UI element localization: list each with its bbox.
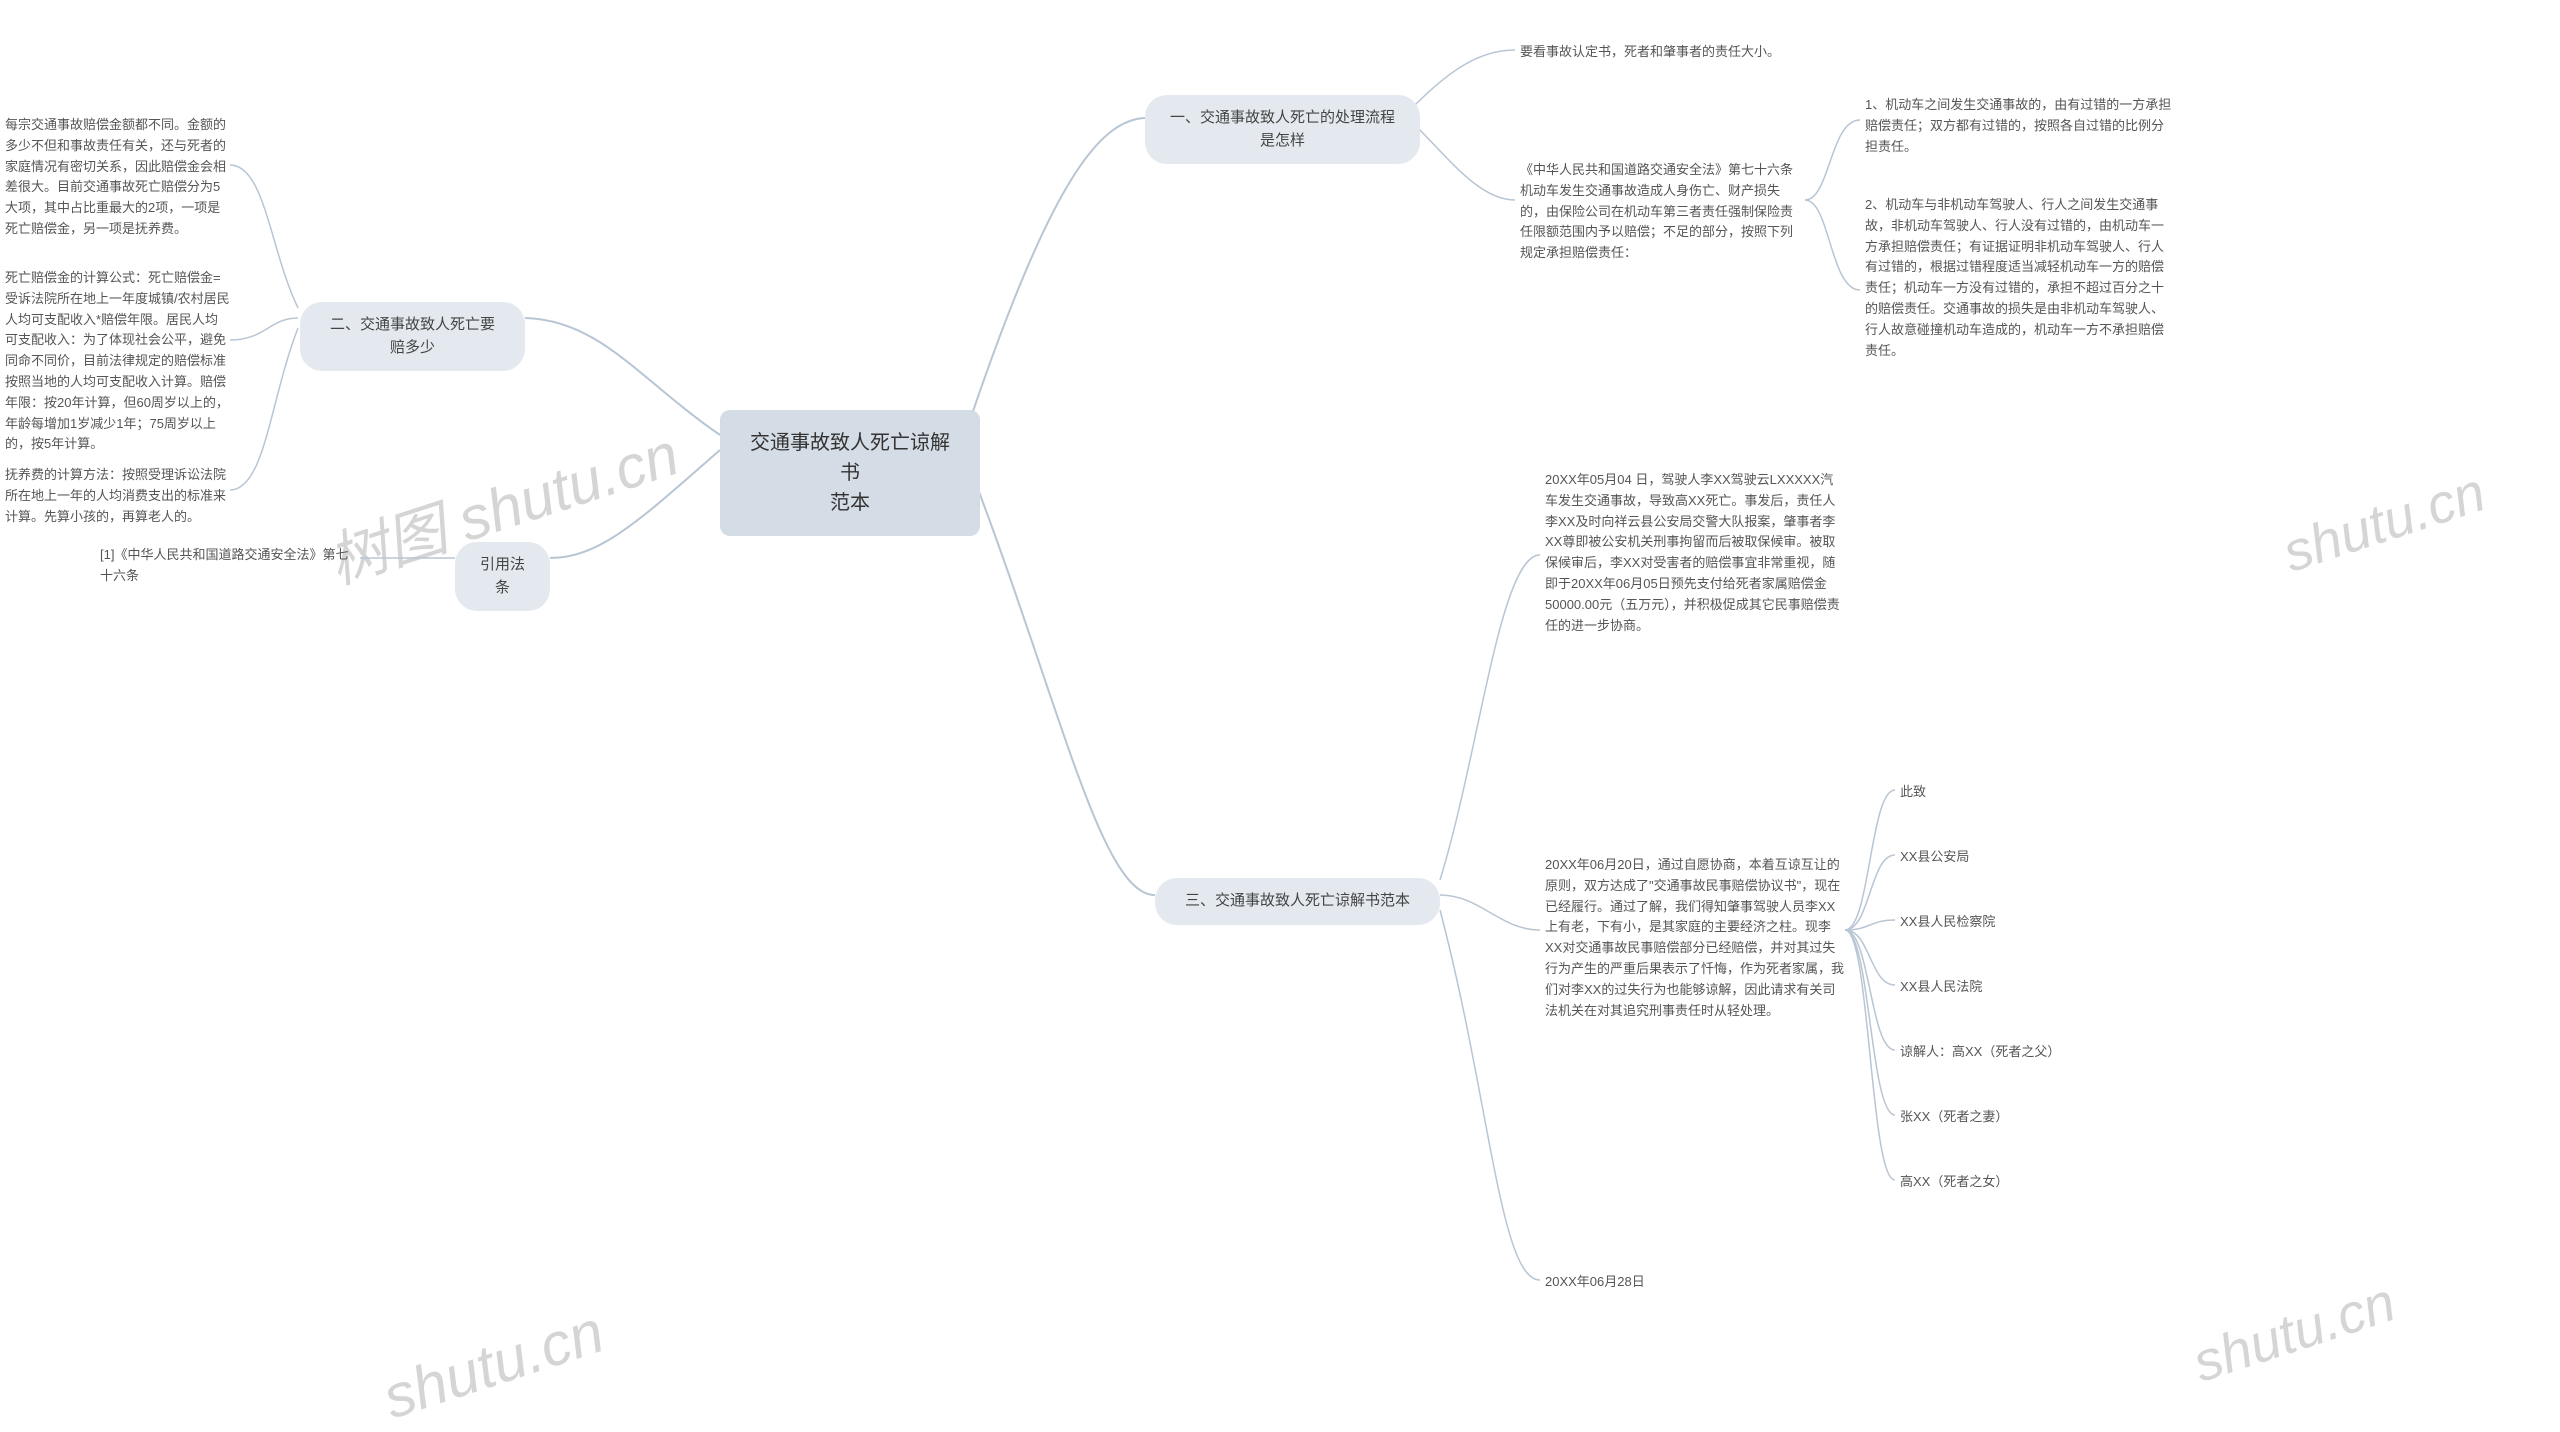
signer-node: XX县人民法院 [1900,977,1982,998]
branch-node-3: 引用法条 [455,542,550,611]
branch-node-1: 一、交通事故致人死亡的处理流程 是怎样 [1145,95,1420,164]
leaf-node: 要看事故认定书，死者和肇事者的责任大小。 [1520,42,1780,63]
signer-node: 高XX（死者之女） [1900,1172,2008,1193]
leaf-node: 抚养费的计算方法：按照受理诉讼法院所在地上一年的人均消费支出的标准来计算。先算小… [5,465,230,527]
connector-layer [0,0,2560,1385]
watermark: shutu.cn [375,1297,612,1432]
leaf-node: 20XX年06月28日 [1545,1272,1645,1293]
watermark: shutu.cn [2275,459,2493,584]
center-node: 交通事故致人死亡谅解书 范本 [720,410,980,536]
leaf-node: 1、机动车之间发生交通事故的，由有过错的一方承担赔偿责任；双方都有过错的，按照各… [1865,95,2175,157]
watermark: shutu.cn [2185,1269,2403,1394]
signer-node: 谅解人：高XX（死者之父） [1900,1042,2060,1063]
signer-node: XX县公安局 [1900,847,1969,868]
leaf-node: 20XX年05月04 日，驾驶人李XX驾驶云LXXXXX汽车发生交通事故，导致高… [1545,470,1845,636]
signer-node: 此致 [1900,782,1926,803]
leaf-node: [1]《中华人民共和国道路交通安全法》第七十六条 [100,545,360,587]
branch-node-2: 二、交通事故致人死亡要赔多少 [300,302,525,371]
leaf-node: 《中华人民共和国道路交通安全法》第七十六条机动车发生交通事故造成人身伤亡、财产损… [1520,160,1805,264]
signer-node: XX县人民检察院 [1900,912,1995,933]
signer-node: 张XX（死者之妻） [1900,1107,2008,1128]
leaf-node: 20XX年06月20日，通过自愿协商，本着互谅互让的原则，双方达成了"交通事故民… [1545,855,1845,1021]
leaf-node: 每宗交通事故赔偿金额都不同。金额的多少不但和事故责任有关，还与死者的家庭情况有密… [5,115,230,240]
leaf-node: 死亡赔偿金的计算公式：死亡赔偿金=受诉法院所在地上一年度城镇/农村居民人均可支配… [5,268,230,455]
branch-node-4: 三、交通事故致人死亡谅解书范本 [1155,878,1440,925]
leaf-node: 2、机动车与非机动车驾驶人、行人之间发生交通事故，非机动车驾驶人、行人没有过错的… [1865,195,2175,361]
